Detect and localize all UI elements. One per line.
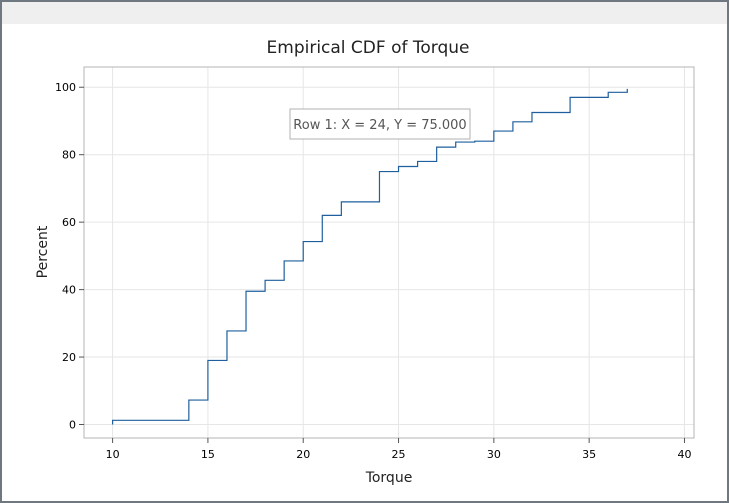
- y-axis-label: Percent: [35, 225, 51, 278]
- x-axis-label: Torque: [365, 470, 413, 486]
- x-tick-label: 40: [677, 448, 691, 461]
- tooltip-text: Row 1: X = 24, Y = 75.000: [293, 118, 466, 133]
- series-layer[interactable]: [111, 88, 628, 425]
- y-tick-label: 100: [55, 81, 76, 94]
- gridlines: [84, 67, 694, 438]
- data-tooltip: Row 1: X = 24, Y = 75.000: [289, 108, 471, 140]
- y-tick-label: 0: [69, 419, 76, 432]
- ecdf-step-line[interactable]: [111, 88, 628, 425]
- tooltip-box: [289, 108, 471, 140]
- axis-ticks: 10 15 20 25 30 35 40 0 20 40 60 80 100: [55, 81, 691, 461]
- x-tick-label: 10: [106, 448, 120, 461]
- x-tick-label: 30: [487, 448, 501, 461]
- chart-title: Empirical CDF of Torque: [267, 38, 470, 58]
- plot-area: [83, 66, 695, 439]
- x-tick-label: 35: [582, 448, 596, 461]
- y-tick-label: 80: [62, 149, 76, 162]
- x-tick-label: 25: [392, 448, 406, 461]
- y-tick-label: 40: [62, 284, 76, 297]
- y-tick-label: 60: [62, 216, 76, 229]
- x-tick-label: 15: [201, 448, 215, 461]
- window-top-bar: [2, 2, 727, 24]
- x-tick-label: 20: [296, 448, 310, 461]
- y-tick-label: 20: [62, 351, 76, 364]
